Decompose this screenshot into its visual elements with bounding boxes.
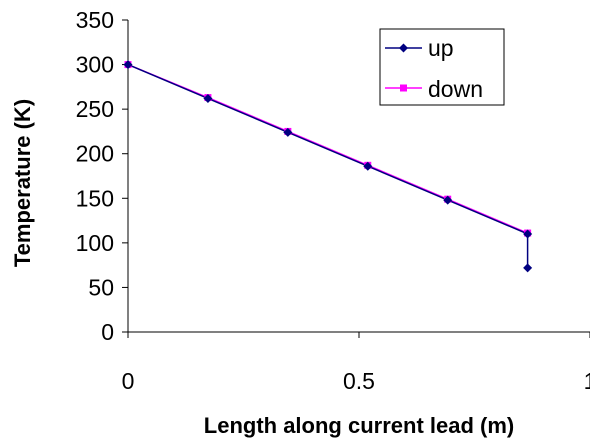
- y-tick-label: 150: [76, 185, 114, 211]
- legend-marker-down: [400, 84, 407, 92]
- x-tick-label: 1: [584, 368, 590, 394]
- y-tick-label: 250: [76, 96, 114, 122]
- y-tick-label: 50: [88, 274, 114, 300]
- point-up: [443, 195, 453, 205]
- y-tick-labels: 0 50 100 150 200 250 300 350: [76, 7, 114, 345]
- legend: up down: [379, 28, 505, 106]
- y-axis-title: Temperature (K): [10, 99, 35, 267]
- legend-label-up: up: [428, 35, 454, 61]
- tick-marks: [122, 19, 590, 338]
- y-tick-label: 0: [101, 319, 114, 345]
- x-tick-label: 0.5: [343, 368, 375, 394]
- legend-label-down: down: [428, 76, 483, 102]
- y-tick-label: 100: [76, 230, 114, 256]
- series-markers: [123, 60, 533, 273]
- legend-marker-up: [399, 43, 408, 53]
- y-tick-label: 350: [76, 7, 114, 33]
- x-tick-labels: 00.51: [122, 368, 590, 394]
- x-axis-title: Length along current lead (m): [204, 413, 514, 438]
- x-tick-label: 0: [122, 368, 135, 394]
- point-up: [203, 93, 213, 103]
- point-up: [123, 60, 133, 70]
- axes: [127, 20, 590, 333]
- point-up: [523, 229, 533, 239]
- point-up: [283, 127, 293, 137]
- y-tick-label: 200: [76, 141, 114, 167]
- point-up: [363, 161, 373, 171]
- point-up: [523, 263, 533, 273]
- y-tick-label: 300: [76, 52, 114, 78]
- legend-box: [379, 28, 505, 106]
